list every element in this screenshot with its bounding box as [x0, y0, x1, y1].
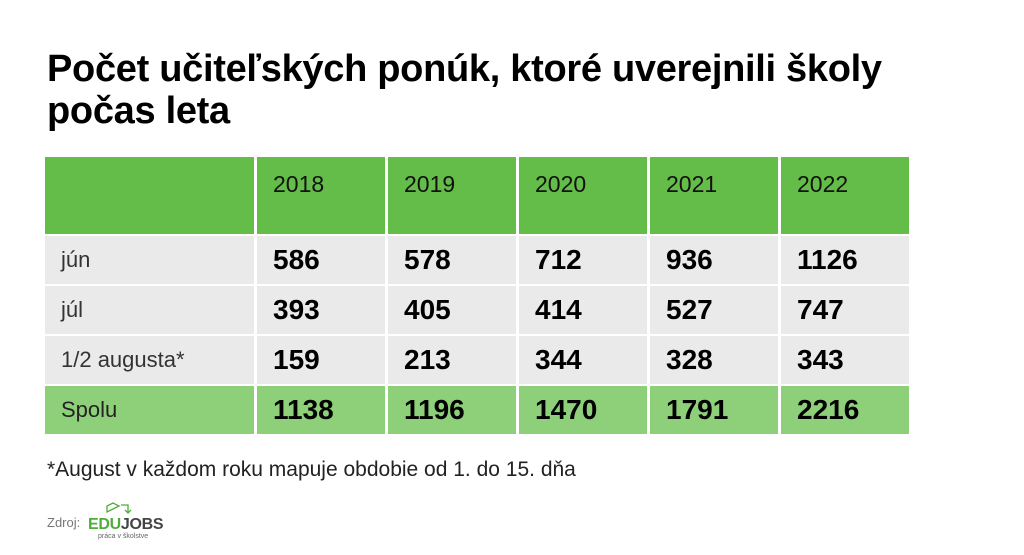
- row-label-jul: júl: [45, 286, 254, 334]
- cell-jun-2022: 1126: [781, 236, 909, 284]
- row-label-total: Spolu: [45, 386, 254, 434]
- header-year-2018: 2018: [257, 157, 385, 234]
- data-table: 2018 2019 2020 2021 2022 jún 586 578 712…: [45, 157, 909, 434]
- cell-jul-2021: 527: [650, 286, 778, 334]
- header-year-2020: 2020: [519, 157, 647, 234]
- logo-edu-text: EDU: [88, 516, 121, 533]
- cell-jun-2018: 586: [257, 236, 385, 284]
- cell-total-2020: 1470: [519, 386, 647, 434]
- cell-jul-2020: 414: [519, 286, 647, 334]
- page-title: Počet učiteľských ponúk, ktoré uverejnil…: [47, 48, 882, 132]
- cell-aug-2018: 159: [257, 336, 385, 384]
- cell-total-2018: 1138: [257, 386, 385, 434]
- cell-aug-2021: 328: [650, 336, 778, 384]
- header-year-2021: 2021: [650, 157, 778, 234]
- cell-total-2019: 1196: [388, 386, 516, 434]
- header-year-2019: 2019: [388, 157, 516, 234]
- cell-jun-2021: 936: [650, 236, 778, 284]
- edujobs-logo: EDUJOBS práca v školstve: [88, 502, 168, 542]
- header-year-2022: 2022: [781, 157, 909, 234]
- cell-aug-2020: 344: [519, 336, 647, 384]
- header-empty-cell: [45, 157, 254, 234]
- logo-wordmark: EDUJOBS: [88, 516, 164, 534]
- logo-jobs-text: JOBS: [120, 516, 164, 533]
- logo-tagline: práca v školstve: [98, 533, 149, 540]
- cell-jul-2019: 405: [388, 286, 516, 334]
- source-label: Zdroj:: [47, 515, 81, 530]
- row-label-jun: jún: [45, 236, 254, 284]
- cell-total-2022: 2216: [781, 386, 909, 434]
- row-label-aug-half: 1/2 augusta*: [45, 336, 254, 384]
- cell-jul-2022: 747: [781, 286, 909, 334]
- cell-total-2021: 1791: [650, 386, 778, 434]
- cell-aug-2022: 343: [781, 336, 909, 384]
- cell-jul-2018: 393: [257, 286, 385, 334]
- cell-aug-2019: 213: [388, 336, 516, 384]
- cell-jun-2019: 578: [388, 236, 516, 284]
- footnote: *August v každom roku mapuje obdobie od …: [47, 458, 576, 481]
- graduation-cap-icon: [106, 502, 132, 514]
- cell-jun-2020: 712: [519, 236, 647, 284]
